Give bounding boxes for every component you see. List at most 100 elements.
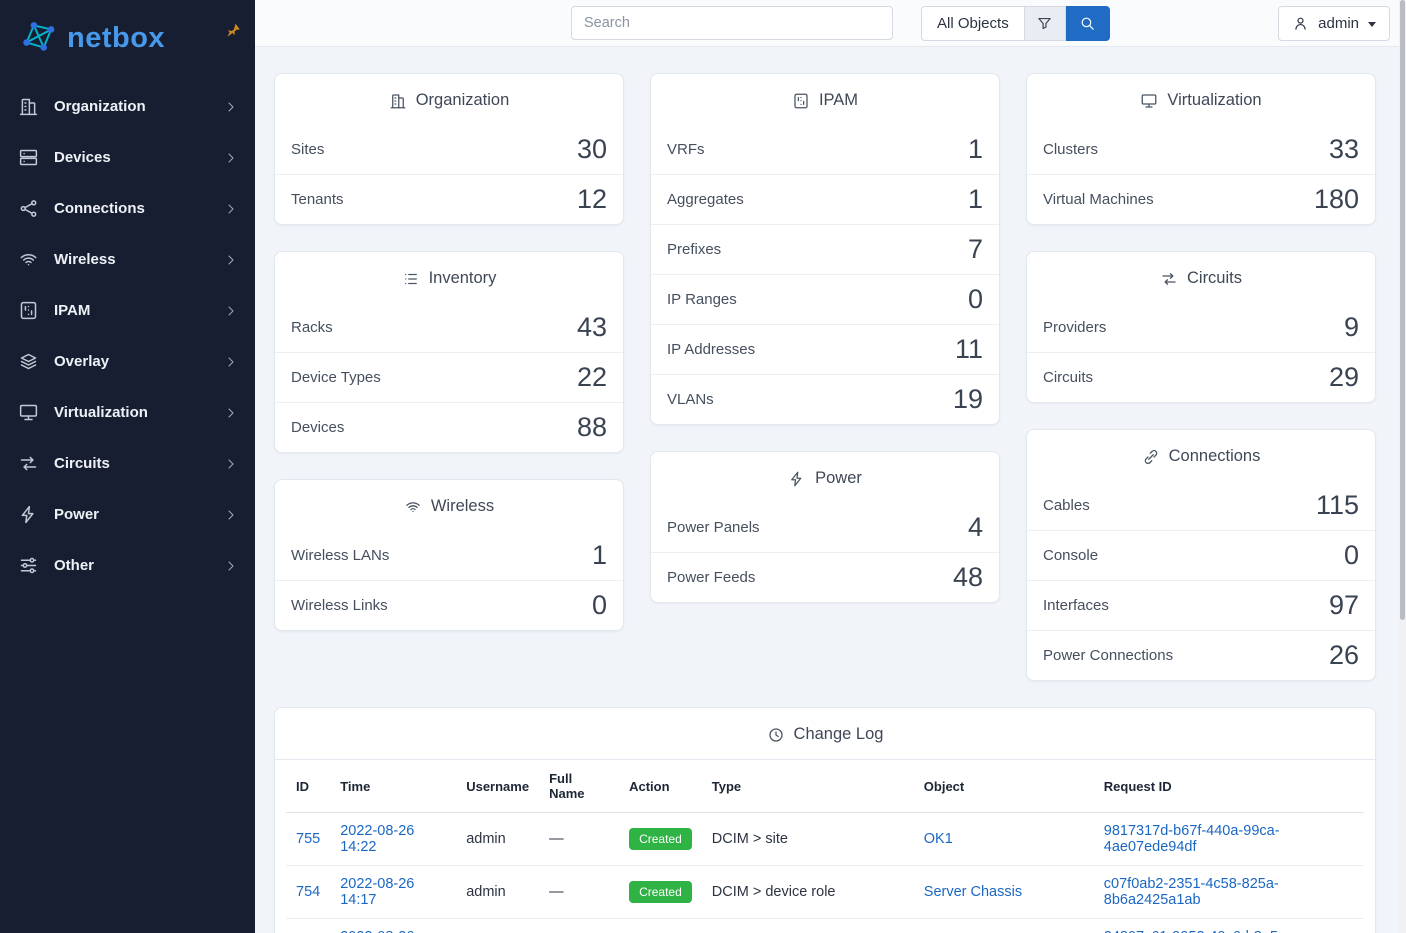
- stat-value: 0: [1343, 540, 1359, 570]
- stat-row-wireless-links[interactable]: Wireless Links 0: [275, 580, 623, 630]
- object-link[interactable]: Server Chassis: [923, 884, 1023, 900]
- card-title-organization: Organization: [275, 74, 623, 125]
- chevron-right-icon: [223, 354, 239, 370]
- stat-row-vlans[interactable]: VLANs 19: [651, 374, 999, 424]
- request-id-link[interactable]: 24807c61-9952-49c6-b8a5-69760bfcc4b3: [1104, 929, 1283, 933]
- stat-label: Virtual Machines: [1043, 191, 1154, 208]
- card-title-inventory: Inventory: [275, 252, 623, 303]
- stat-value: 33: [1328, 134, 1359, 164]
- brand-name: netbox: [67, 22, 166, 54]
- stat-row-circuits[interactable]: Circuits 29: [1027, 352, 1375, 402]
- power-card: Power Power Panels 4 Power Feeds 48: [650, 451, 1000, 603]
- stat-value: 0: [967, 284, 983, 314]
- request-id-link[interactable]: c07f0ab2-2351-4c58-825a-8b6a2425a1ab: [1103, 876, 1279, 908]
- stat-label: Wireless LANs: [291, 547, 390, 564]
- user-label: admin: [1318, 15, 1359, 32]
- user-menu-button[interactable]: admin: [1278, 6, 1390, 41]
- ipam-card: IPAM VRFs 1 Aggregates 1 Prefixes 7 IP R…: [650, 73, 1000, 425]
- id-link[interactable]: 755: [296, 831, 321, 847]
- scrollbar-thumb[interactable]: [1400, 0, 1405, 620]
- stat-value: 1: [967, 134, 983, 164]
- search-input[interactable]: [571, 6, 893, 40]
- sidebar-item-ipam[interactable]: IPAM: [0, 285, 255, 336]
- stat-label: Aggregates: [667, 191, 744, 208]
- stat-row-providers[interactable]: Providers 9: [1027, 303, 1375, 352]
- time-link[interactable]: 2022-08-26 14:22: [340, 823, 415, 855]
- sidebar-item-overlay[interactable]: Overlay: [0, 336, 255, 387]
- object-type-selector[interactable]: All Objects: [921, 5, 1025, 41]
- stat-row-clusters[interactable]: Clusters 33: [1027, 125, 1375, 174]
- stat-value: 11: [954, 334, 983, 364]
- changelog-header-row: ID Time Username Full Name Action Type O…: [286, 760, 1364, 813]
- request-id-link[interactable]: 9817317d-b67f-440a-99ca-4ae07ede94df: [1103, 823, 1280, 855]
- card-title-text: Wireless: [430, 497, 495, 515]
- stat-row-sites[interactable]: Sites 30: [275, 125, 623, 174]
- stat-row-tenants[interactable]: Tenants 12: [275, 174, 623, 224]
- stat-row-device-types[interactable]: Device Types 22: [275, 352, 623, 402]
- chevron-right-icon: [223, 405, 239, 421]
- stat-row-power-feeds[interactable]: Power Feeds 48: [651, 552, 999, 602]
- sidebar-item-virtualization[interactable]: Virtualization: [0, 387, 255, 438]
- sidebar-item-organization[interactable]: Organization: [0, 81, 255, 132]
- netbox-logo[interactable]: netbox: [18, 18, 165, 59]
- action-badge: Created: [629, 881, 692, 903]
- stat-value: 43: [576, 312, 607, 342]
- stat-row-power-panels[interactable]: Power Panels 4: [651, 503, 999, 552]
- column-header-full-name: Full Name: [539, 760, 620, 813]
- sidebar-item-connections[interactable]: Connections: [0, 183, 255, 234]
- inventory-card: Inventory Racks 43 Device Types 22 Devic…: [274, 251, 624, 453]
- stat-label: Power Connections: [1043, 647, 1174, 664]
- sidebar-item-wireless[interactable]: Wireless: [0, 234, 255, 285]
- topbar: All Objects admin: [255, 0, 1406, 47]
- stat-row-devices[interactable]: Devices 88: [275, 402, 623, 452]
- card-title-text: IPAM: [818, 91, 859, 109]
- column-header-object: Object: [913, 760, 1094, 813]
- sidebar-item-label: Wireless: [54, 251, 116, 268]
- stat-row-console[interactable]: Console 0: [1027, 530, 1375, 580]
- time-link[interactable]: 2022-08-26 14:17: [340, 876, 415, 908]
- stat-value: 30: [576, 134, 607, 164]
- sidebar-item-label: Connections: [54, 200, 145, 217]
- stat-row-wireless-lans[interactable]: Wireless LANs 1: [275, 531, 623, 580]
- card-title-ipam: IPAM: [651, 74, 999, 125]
- sidebar-item-devices[interactable]: Devices: [0, 132, 255, 183]
- stat-row-racks[interactable]: Racks 43: [275, 303, 623, 352]
- stat-row-vrfs[interactable]: VRFs 1: [651, 125, 999, 174]
- card-title-text: Connections: [1168, 447, 1261, 465]
- chevron-right-icon: [223, 558, 239, 574]
- stat-row-cables[interactable]: Cables 115: [1027, 481, 1375, 530]
- caret-down-icon: [1368, 22, 1376, 27]
- global-search: All Objects: [571, 5, 1110, 41]
- sidebar-item-other[interactable]: Other: [0, 540, 255, 591]
- stat-row-power-connections[interactable]: Power Connections 26: [1027, 630, 1375, 680]
- scrollbar-track: [1399, 0, 1406, 933]
- sidebar-item-power[interactable]: Power: [0, 489, 255, 540]
- stat-label: Console: [1043, 547, 1099, 564]
- time-link[interactable]: 2022-08-26 14:15: [340, 929, 414, 933]
- stat-row-prefixes[interactable]: Prefixes 7: [651, 224, 999, 274]
- pin-icon[interactable]: [224, 22, 241, 44]
- funnel-icon: [1036, 15, 1053, 32]
- stat-row-aggregates[interactable]: Aggregates 1: [651, 174, 999, 224]
- sidebar-item-label: Power: [54, 506, 100, 523]
- stat-row-ip-ranges[interactable]: IP Ranges 0: [651, 274, 999, 324]
- sidebar-item-label: IPAM: [54, 302, 91, 319]
- changelog-row: 755 2022-08-26 14:22 admin — Created DCI…: [286, 812, 1364, 866]
- stat-value: 12: [576, 184, 607, 214]
- column-header-action: Action: [619, 760, 702, 813]
- stat-value: 180: [1313, 184, 1359, 214]
- filter-button[interactable]: [1024, 5, 1066, 41]
- stat-row-interfaces[interactable]: Interfaces 97: [1027, 580, 1375, 630]
- monitor-icon: [1140, 92, 1158, 110]
- object-link[interactable]: OK1: [923, 831, 953, 847]
- sidebar-item-circuits[interactable]: Circuits: [0, 438, 255, 489]
- search-button[interactable]: [1065, 5, 1110, 41]
- building-icon: [18, 96, 39, 117]
- stat-row-virtual-machines[interactable]: Virtual Machines 180: [1027, 174, 1375, 224]
- id-link[interactable]: 754: [296, 884, 321, 900]
- stat-value: 1: [967, 184, 983, 214]
- stat-label: IP Ranges: [667, 291, 737, 308]
- stat-row-ip-addresses[interactable]: IP Addresses 11: [651, 324, 999, 374]
- sidebar-nav: Organization Devices Connections Wireles…: [0, 81, 255, 591]
- list-icon: [402, 270, 420, 288]
